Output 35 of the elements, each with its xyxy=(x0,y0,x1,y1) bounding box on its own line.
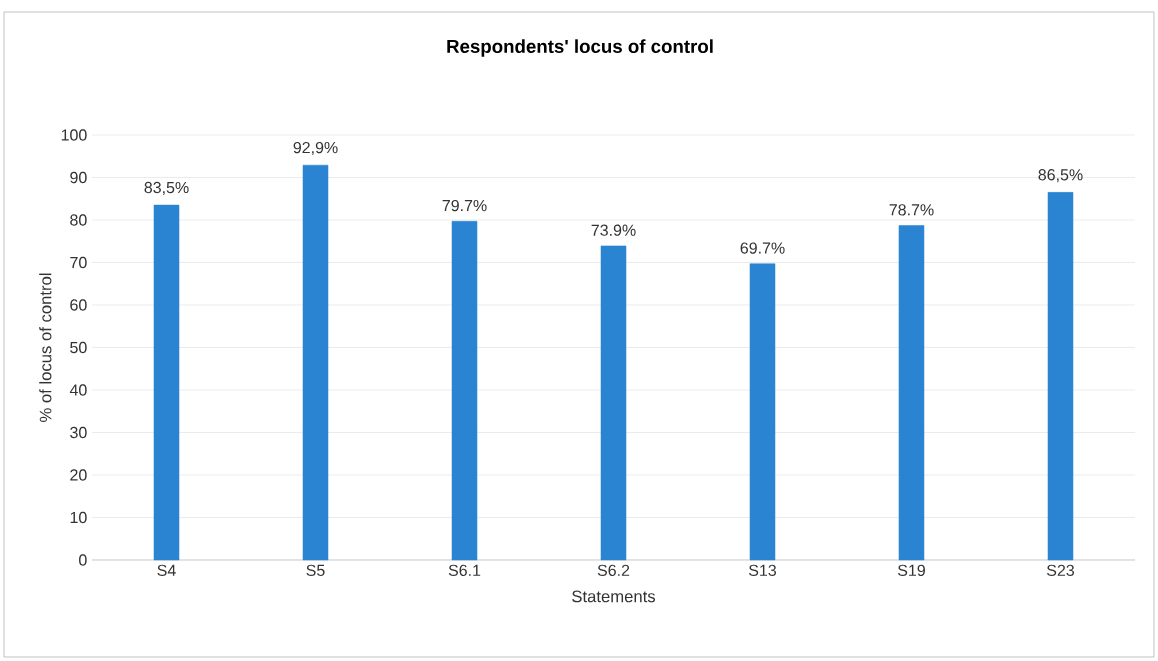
y-tick-label: 30 xyxy=(70,426,87,439)
y-tick-label: 80 xyxy=(70,214,87,226)
x-tick-label: S13 xyxy=(748,564,777,577)
data-label: 69.7% xyxy=(740,242,785,254)
y-tick-label: 50 xyxy=(70,341,87,354)
x-tick-label: S6.1 xyxy=(448,564,481,577)
y-tick-label: 0 xyxy=(79,554,87,566)
data-label: 92,9% xyxy=(293,141,338,156)
chart-title: Respondents' locus of control xyxy=(447,39,713,57)
x-tick-label: S4 xyxy=(157,564,176,577)
y-tick-label: 70 xyxy=(70,256,87,269)
bar xyxy=(749,263,776,561)
data-label: 83,5% xyxy=(144,181,189,196)
y-tick-label: 60 xyxy=(70,299,87,311)
bar xyxy=(600,245,627,561)
y-axis-title: % of locus of control xyxy=(39,273,52,422)
data-label: 86,5% xyxy=(1038,169,1083,183)
x-tick-label: S19 xyxy=(897,564,925,577)
data-label: 79.7% xyxy=(442,199,487,212)
x-tick-label: S5 xyxy=(306,564,325,577)
y-tick-label: 10 xyxy=(70,511,87,524)
x-tick-label: S23 xyxy=(1046,564,1075,577)
x-tick-label: S6.2 xyxy=(597,564,630,577)
bar xyxy=(153,204,180,561)
y-tick-label: 90 xyxy=(70,171,87,184)
y-tick-label: 40 xyxy=(69,384,87,396)
bar xyxy=(302,164,329,561)
y-tick-label: 20 xyxy=(70,469,87,481)
x-axis-title: Statements xyxy=(572,590,656,603)
bar xyxy=(451,221,478,561)
data-label: 73.9% xyxy=(591,224,636,236)
data-label: 78.7% xyxy=(889,204,934,216)
bar xyxy=(898,225,925,561)
bar xyxy=(1047,192,1074,561)
y-tick-label: 100 xyxy=(61,129,87,141)
